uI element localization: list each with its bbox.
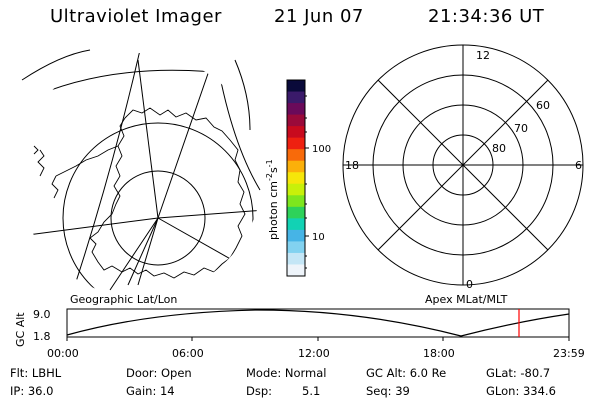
colorbar-cell bbox=[287, 252, 305, 265]
mode-label: Mode: Normal bbox=[246, 366, 327, 380]
timeline-frame bbox=[66, 308, 570, 338]
polar-ring-label-70: 70 bbox=[514, 122, 528, 135]
colorbar-cell bbox=[287, 80, 305, 93]
meridian bbox=[157, 61, 213, 219]
lon-arc-3 bbox=[234, 53, 262, 146]
colorbar-cell bbox=[287, 206, 305, 219]
meridian bbox=[157, 209, 262, 219]
colorbar-cell bbox=[287, 114, 305, 127]
peninsula-coast bbox=[55, 145, 119, 177]
lat-circle-inner bbox=[110, 170, 206, 266]
time-label: 21:34:36 UT bbox=[428, 6, 545, 27]
altitude-curve bbox=[66, 309, 570, 337]
y-tick-low: 1.8 bbox=[33, 330, 51, 343]
colorbar-tick-100: 100 bbox=[312, 144, 331, 155]
ip-label: IP: 36.0 bbox=[10, 384, 54, 398]
colorbar-cell bbox=[287, 137, 305, 150]
lat-circle-outer bbox=[62, 122, 254, 297]
colorbar-cell bbox=[287, 160, 305, 173]
view-line bbox=[127, 217, 159, 286]
colorbar-cell bbox=[287, 91, 305, 104]
colorbar-cell bbox=[287, 172, 305, 185]
colorbar-cell bbox=[287, 183, 305, 196]
x-tick-0000: 00:00 bbox=[47, 347, 79, 360]
meridian bbox=[109, 217, 159, 291]
lon-arc-1 bbox=[69, 53, 141, 297]
meridian bbox=[137, 59, 159, 219]
x-tick-2359: 23:59 bbox=[553, 347, 585, 360]
instrument-title: Ultraviolet Imager bbox=[50, 6, 222, 27]
island-coast bbox=[51, 175, 59, 199]
colorbar-frame bbox=[286, 79, 306, 277]
colorbar-cell bbox=[287, 126, 305, 139]
colorbar-cell bbox=[287, 241, 305, 254]
timeline-axis-label: GC Alt bbox=[14, 312, 27, 347]
gc-alt-label: GC Alt: 6.0 Re bbox=[366, 366, 447, 380]
colorbar-units: photon cm-2s-1 bbox=[265, 159, 280, 240]
x-tick-0600: 06:00 bbox=[172, 347, 204, 360]
colorbar: 100 10 photon cm-2s-1 bbox=[265, 79, 331, 277]
view-line bbox=[137, 217, 159, 286]
polar-label-top: 12 bbox=[476, 49, 490, 62]
timeline-right-caption: Apex MLat/MLT bbox=[425, 293, 508, 306]
polar-ring-label-80: 80 bbox=[492, 142, 506, 155]
y-tick-high: 9.0 bbox=[33, 308, 51, 321]
colorbar-cell bbox=[287, 103, 305, 116]
polar-ring-label-60: 60 bbox=[536, 99, 550, 112]
filter-label: Flt: LBHL bbox=[10, 366, 62, 380]
island-coast bbox=[33, 145, 39, 155]
dsp-value: 5.1 bbox=[302, 384, 321, 398]
door-label: Door: Open bbox=[126, 366, 192, 380]
sequence-label: Seq: 39 bbox=[366, 384, 410, 398]
x-tick-1200: 12:00 bbox=[298, 347, 330, 360]
x-tick-1800: 18:00 bbox=[423, 347, 455, 360]
colorbar-cell bbox=[287, 149, 305, 162]
meridian bbox=[19, 217, 159, 237]
island-coast bbox=[37, 149, 45, 177]
lat-arc bbox=[18, 69, 241, 121]
colorbar-cell bbox=[287, 229, 305, 242]
date-label: 21 Jun 07 bbox=[274, 6, 364, 27]
timeline-left-caption: Geographic Lat/Lon bbox=[70, 293, 177, 306]
polar-label-bottom: 0 bbox=[466, 278, 473, 291]
outer-arc bbox=[234, 59, 251, 131]
polar-label-left: 18 bbox=[345, 159, 359, 172]
glat-label: GLat: -80.7 bbox=[486, 366, 551, 380]
geographic-map bbox=[18, 49, 262, 297]
colorbar-cell bbox=[287, 218, 305, 231]
polar-plot bbox=[342, 44, 584, 286]
colorbar-cell bbox=[287, 264, 305, 277]
antarctica-coastline bbox=[89, 107, 246, 279]
glon-label: GLon: 334.6 bbox=[486, 384, 556, 398]
dsp-label: Dsp: bbox=[246, 384, 273, 398]
altitude-timeline: Geographic Lat/Lon Apex MLat/MLT GC Alt … bbox=[14, 293, 585, 360]
colorbar-cell bbox=[287, 195, 305, 208]
polar-diagonal bbox=[377, 79, 549, 251]
outer-arc bbox=[21, 49, 91, 81]
polar-label-right: 6 bbox=[575, 159, 582, 172]
gain-label: Gain: 14 bbox=[126, 384, 175, 398]
colorbar-tick-10: 10 bbox=[312, 232, 325, 243]
lon-arc-2 bbox=[214, 53, 261, 191]
